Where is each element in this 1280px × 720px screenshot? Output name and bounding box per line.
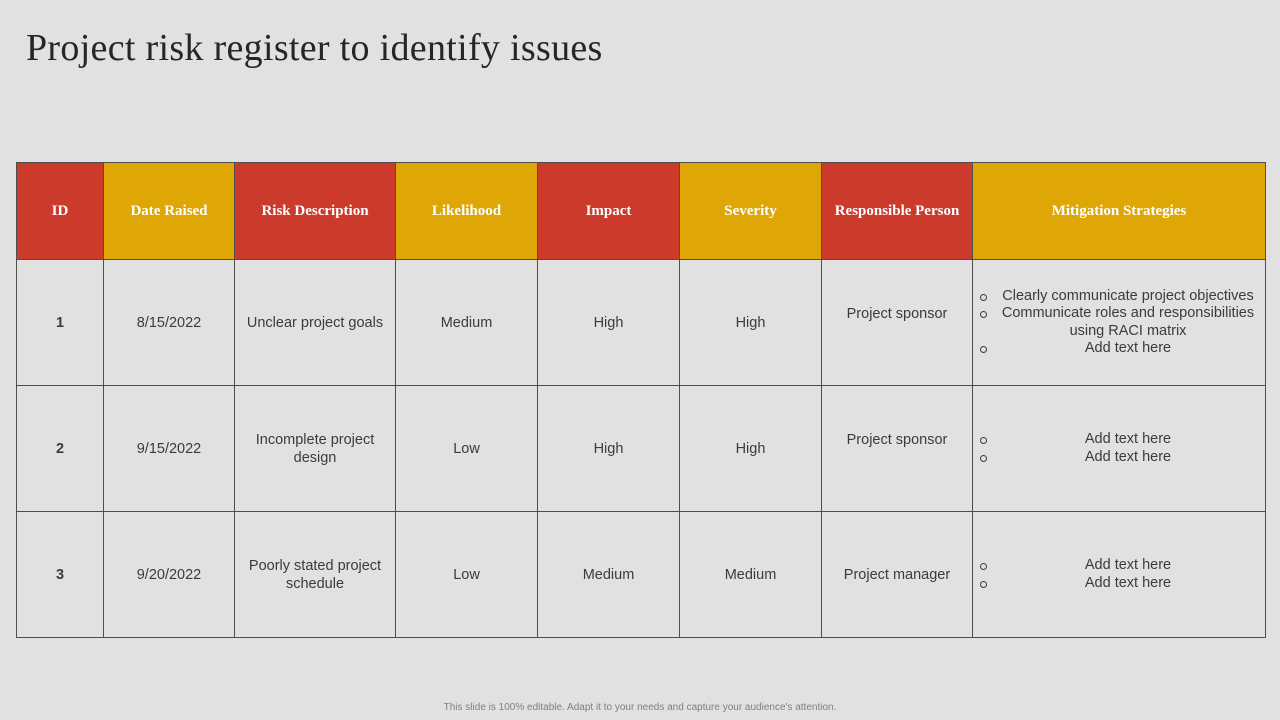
mitigation-item: Clearly communicate project objectives	[979, 288, 1259, 306]
table-row: 2 9/15/2022 Incomplete project design Lo…	[16, 385, 1266, 512]
severity-cell: High	[679, 259, 822, 386]
table-row: 3 9/20/2022 Poorly stated project schedu…	[16, 511, 1266, 638]
date-raised-cell: 9/20/2022	[103, 511, 235, 638]
date-raised-cell: 9/15/2022	[103, 385, 235, 512]
header-severity: Severity	[679, 162, 822, 260]
mitigation-item: Communicate roles and responsibilities u…	[979, 305, 1259, 340]
severity-cell: High	[679, 385, 822, 512]
responsible-person-label: Project sponsor	[846, 431, 948, 448]
mitigation-item: Add text here	[979, 575, 1259, 593]
header-mitigation-strategies: Mitigation Strategies	[972, 162, 1266, 260]
risk-description-cell: Poorly stated project schedule	[234, 511, 396, 638]
mitigation-list: Add text here Add text here	[979, 431, 1259, 466]
header-likelihood: Likelihood	[395, 162, 538, 260]
responsible-person-label: Project manager	[843, 566, 951, 583]
impact-cell: High	[537, 385, 680, 512]
risk-id-cell: 2	[16, 385, 104, 512]
likelihood-cell: Low	[395, 511, 538, 638]
mitigation-item: Add text here	[979, 431, 1259, 449]
risk-id-cell: 1	[16, 259, 104, 386]
mitigation-item: Add text here	[979, 557, 1259, 575]
risk-register-table: ID Date Raised Risk Description Likeliho…	[16, 162, 1266, 638]
table-row: 1 8/15/2022 Unclear project goals Medium…	[16, 259, 1266, 386]
mitigation-item: Add text here	[979, 340, 1259, 358]
responsible-person-label: Project sponsor	[846, 305, 948, 322]
table-header-row: ID Date Raised Risk Description Likeliho…	[16, 162, 1266, 260]
responsible-person-cell: Project manager	[821, 511, 973, 638]
header-risk-description: Risk Description	[234, 162, 396, 260]
date-raised-cell: 8/15/2022	[103, 259, 235, 386]
risk-description-cell: Unclear project goals	[234, 259, 396, 386]
severity-cell: Medium	[679, 511, 822, 638]
mitigation-item: Add text here	[979, 449, 1259, 467]
header-impact: Impact	[537, 162, 680, 260]
impact-cell: Medium	[537, 511, 680, 638]
likelihood-cell: Low	[395, 385, 538, 512]
responsible-person-cell: Project sponsor	[821, 259, 973, 386]
likelihood-cell: Medium	[395, 259, 538, 386]
risk-id-cell: 3	[16, 511, 104, 638]
risk-description-cell: Incomplete project design	[234, 385, 396, 512]
header-date-raised: Date Raised	[103, 162, 235, 260]
mitigation-cell: Clearly communicate project objectives C…	[972, 259, 1266, 386]
mitigation-cell: Add text here Add text here	[972, 511, 1266, 638]
mitigation-cell: Add text here Add text here	[972, 385, 1266, 512]
mitigation-list: Add text here Add text here	[979, 557, 1259, 592]
header-responsible-person: Responsible Person	[821, 162, 973, 260]
impact-cell: High	[537, 259, 680, 386]
page-title: Project risk register to identify issues	[26, 27, 603, 69]
header-id: ID	[16, 162, 104, 260]
footer-note: This slide is 100% editable. Adapt it to…	[443, 702, 837, 713]
responsible-person-cell: Project sponsor	[821, 385, 973, 512]
mitigation-list: Clearly communicate project objectives C…	[979, 288, 1259, 358]
